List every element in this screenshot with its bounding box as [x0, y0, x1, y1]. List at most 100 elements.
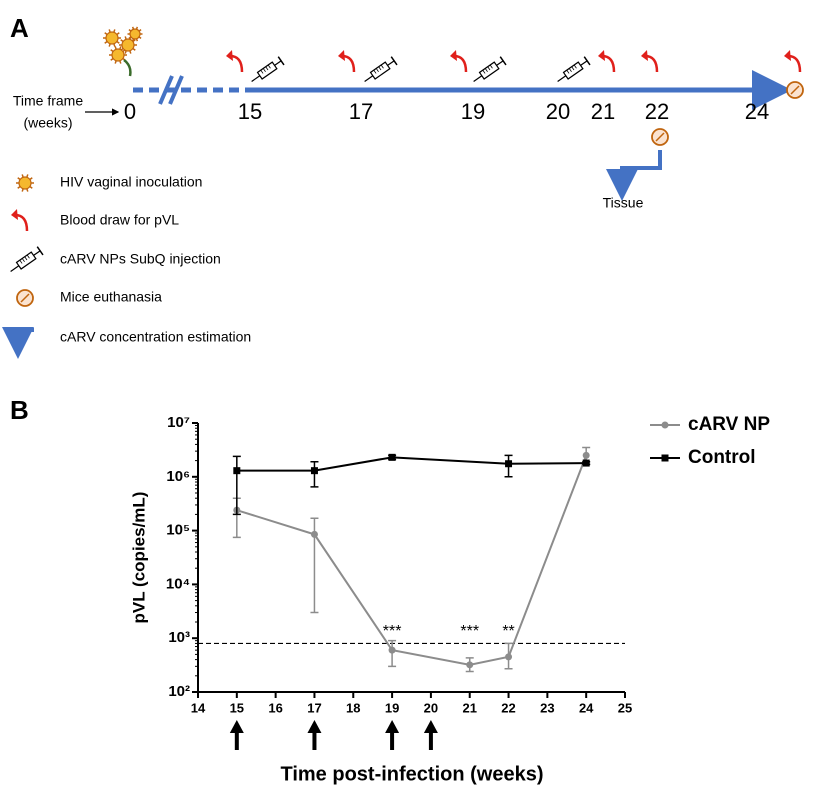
significance: **: [502, 623, 514, 640]
syringe-barrel: [562, 61, 584, 80]
syringe-tick: [573, 64, 577, 69]
syringe-needle: [473, 75, 483, 82]
syringe-tick: [267, 64, 271, 69]
blood-draw-head: [641, 50, 648, 61]
legend-label: HIV vaginal inoculation: [60, 174, 202, 190]
syringe-handle: [277, 56, 285, 66]
syringe-plunger: [580, 60, 588, 66]
dose-arrow: [229, 720, 244, 750]
syringe-tick: [262, 68, 266, 72]
series-line: [236, 455, 588, 666]
syringe-needle: [557, 75, 567, 82]
syringe-barrel: [478, 61, 500, 80]
error-bar: [310, 461, 319, 488]
y-tick-label: 10⁶: [166, 468, 190, 485]
significance: ***: [460, 623, 479, 640]
y-tick-label: 10⁴: [166, 575, 190, 592]
legend-label: Control: [688, 447, 756, 468]
syringe-tick: [380, 64, 384, 69]
week-label: 22: [645, 99, 669, 124]
syringe-icon: [473, 56, 507, 82]
syringe-handle: [499, 56, 507, 66]
y-axis-title: pVL (copies/mL): [129, 492, 148, 624]
syringe-tick: [487, 66, 491, 71]
y-tick-label: 10⁵: [166, 522, 190, 539]
legend-label: Blood draw for pVL: [60, 212, 179, 228]
x-tick-label: 19: [385, 700, 399, 715]
y-tick-label: 10⁷: [167, 414, 190, 431]
legend-label: cARV NPs SubQ injection: [60, 251, 221, 267]
syringe-tick: [482, 69, 486, 74]
euthanasia-slash: [655, 132, 665, 142]
break-mark: [168, 75, 184, 105]
syringe-tick: [265, 66, 269, 71]
week-label: 19: [461, 99, 485, 124]
syringe-barrel: [256, 61, 278, 80]
syringe-tick: [484, 68, 488, 72]
x-tick-label: 22: [501, 700, 515, 715]
legend-marker: [661, 421, 669, 429]
week-label: 17: [349, 99, 373, 124]
syringe-tick: [21, 258, 25, 262]
syringe-tick: [375, 68, 379, 72]
virus-body: [121, 38, 135, 52]
error-bar: [232, 455, 241, 516]
week-label: 21: [591, 99, 615, 124]
x-tick-label: 21: [462, 700, 476, 715]
euthanasia-slash: [790, 85, 800, 95]
syringe-tick: [568, 68, 572, 72]
data-point: [233, 467, 241, 475]
syringe-plunger: [274, 60, 282, 66]
dose-arrow: [423, 720, 438, 750]
blood-draw-head: [450, 50, 457, 61]
syringe-icon: [10, 246, 44, 272]
x-tick-label: 25: [618, 700, 632, 715]
legend-label: cARV NP: [688, 414, 770, 435]
x-tick-label: 18: [346, 700, 360, 715]
legend-estimation: [2, 327, 34, 359]
estimation-arrow: [606, 150, 662, 201]
virus-icon: [16, 174, 34, 192]
x-tick-label: 17: [307, 700, 321, 715]
significance: ***: [383, 623, 402, 640]
tissue-label: Tissue: [603, 195, 644, 211]
x-tick-label: 24: [579, 700, 594, 715]
week-label: 24: [745, 99, 769, 124]
syringe-tick: [566, 69, 570, 74]
syringe-plunger: [33, 250, 41, 256]
syringe-tick: [373, 69, 377, 74]
syringe-needle: [251, 75, 261, 82]
panel-label: B: [10, 395, 29, 425]
x-axis-title: Time post-infection (weeks): [280, 763, 543, 785]
x-tick-label: 15: [230, 700, 244, 715]
data-point: [505, 460, 513, 468]
timeline: [85, 70, 792, 201]
virus-icon: [109, 46, 127, 64]
data-point: [310, 467, 318, 475]
syringe-tick: [489, 64, 493, 69]
dose-arrow: [385, 720, 400, 750]
syringe-tick: [26, 254, 30, 259]
virus-body: [105, 31, 119, 45]
data-point: [505, 653, 513, 661]
syringe-icon: [557, 56, 591, 82]
blood-draw-head: [338, 50, 345, 61]
syringe-tick: [260, 69, 264, 74]
x-tick-label: 16: [268, 700, 282, 715]
syringe-handle: [583, 56, 591, 66]
blood-draw-head: [11, 209, 18, 220]
y-tick-label: 10³: [168, 629, 190, 646]
syringe-barrel: [15, 251, 37, 270]
virus-icon: [119, 36, 137, 54]
data-point: [388, 646, 396, 654]
virus-body: [18, 176, 32, 190]
blood-draw-head: [598, 50, 605, 61]
week-label: 15: [238, 99, 262, 124]
series-line: [236, 456, 587, 472]
blood-draw-head: [784, 50, 791, 61]
virus-icon: [127, 26, 143, 42]
x-tick-label: 20: [424, 700, 438, 715]
syringe-icon: [251, 56, 285, 82]
syringe-tick: [378, 66, 382, 71]
syringe-barrel: [369, 61, 391, 80]
